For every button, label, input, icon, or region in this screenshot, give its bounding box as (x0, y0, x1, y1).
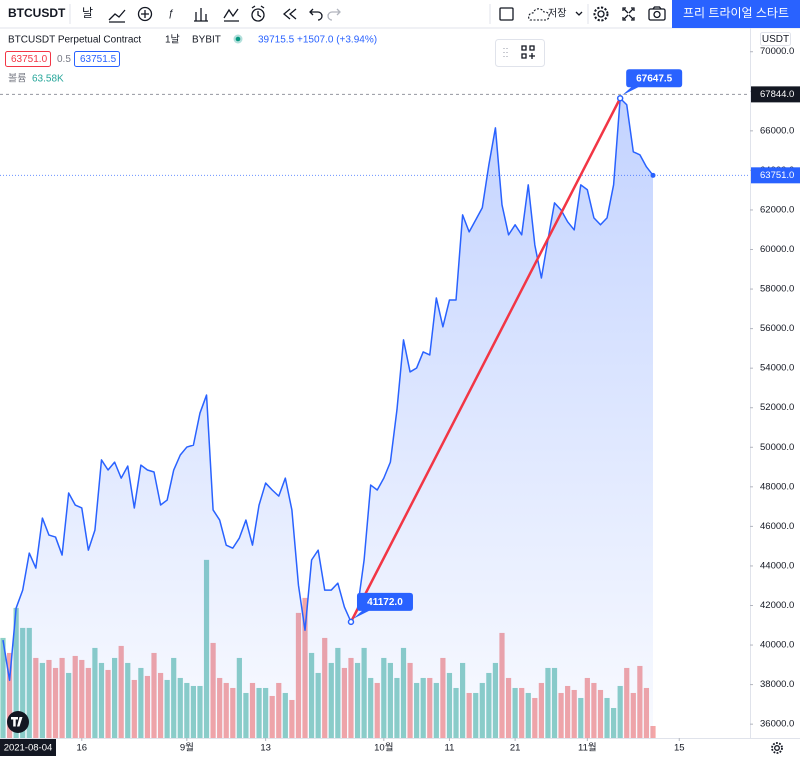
crosshair-price-label: 67844.0 (760, 89, 794, 100)
market-status-dot (235, 36, 241, 42)
y-tick-label: 56000.0 (760, 323, 794, 334)
currency-label: USDT (762, 34, 789, 45)
price-line (2, 97, 654, 681)
templates-button[interactable] (194, 8, 208, 22)
fullscreen-button[interactable] (622, 7, 635, 21)
y-tick-label: 38000.0 (760, 679, 794, 690)
crosshair-date-tag (0, 739, 56, 756)
y-tick-label: 40000.0 (760, 640, 794, 651)
y-tick-label: 58000.0 (760, 284, 794, 295)
trend-line (349, 97, 622, 624)
logo-bg (7, 711, 29, 733)
price-change: +1507.0 (+3.94%) (297, 35, 377, 46)
exchange-label: BYBIT (192, 35, 221, 46)
last-price-tag (751, 167, 800, 184)
y-tick-label: 42000.0 (760, 600, 794, 611)
crosshair-date-label: 2021-08-04 (4, 743, 53, 754)
x-tick-label: 10월 (374, 742, 393, 754)
object-tree-icon (521, 45, 535, 59)
price-area (3, 98, 653, 738)
ohlc-price: 39715.5 (258, 35, 295, 46)
widget-bg (495, 39, 545, 67)
redo-button (327, 8, 341, 21)
legend: BTCUSDT Perpetual Contract 1날 BYBIT 3971… (5, 34, 377, 85)
save-menu-arrow[interactable] (575, 11, 583, 16)
drag-handle (503, 48, 508, 57)
last-price-label: 63751.0 (760, 170, 794, 181)
interval-label: 1날 (165, 34, 180, 46)
toolbar-bg (0, 0, 800, 28)
symbol-button[interactable]: BTCUSDT (8, 6, 66, 20)
indicator-add-button[interactable] (137, 6, 153, 22)
alert-button[interactable] (251, 5, 265, 22)
logo-mark (11, 717, 23, 727)
y-tick-label: 66000.0 (760, 125, 794, 136)
y-tick-label: 46000.0 (760, 521, 794, 532)
plot-area (0, 95, 656, 738)
y-tick-label: 50000.0 (760, 442, 794, 453)
axis-settings-button[interactable] (771, 742, 783, 754)
settings-button[interactable] (593, 6, 609, 22)
x-tick-label: 9월 (180, 742, 194, 754)
x-tick-label: 21 (510, 743, 521, 754)
y-tick-label: 44000.0 (760, 560, 794, 571)
value-label: 67647.5 (636, 73, 673, 84)
chart-style-button[interactable] (108, 9, 126, 23)
trial-button-bg[interactable] (672, 0, 800, 28)
y-tick-label: 36000.0 (760, 719, 794, 730)
y-tick-label: 54000.0 (760, 363, 794, 374)
x-tick-label: 13 (260, 743, 271, 754)
spread: 0.5 (57, 54, 71, 65)
trend-anchor (347, 618, 355, 626)
y-tick-label: 52000.0 (760, 402, 794, 413)
floating-widget[interactable] (495, 39, 545, 67)
undo-button[interactable] (309, 8, 323, 21)
fullscreen-select-button[interactable] (499, 7, 514, 21)
value-label-box (622, 69, 683, 96)
cloud-save-button[interactable] (528, 8, 550, 21)
compare-button[interactable] (223, 8, 239, 22)
value-label: 41172.0 (367, 597, 403, 608)
y-tick-label: 70000.0 (760, 46, 794, 57)
toolbar: BTCUSDT 날 ƒ 저장 프리 트라이얼 스타트 (0, 0, 800, 29)
ask-price: 63751.5 (80, 54, 117, 65)
save-label[interactable]: 저장 (548, 8, 566, 20)
volume-label: 볼륨 (8, 73, 26, 85)
interval-button[interactable]: 날 (82, 6, 93, 20)
volume-bar (0, 637, 6, 738)
replay-button[interactable] (282, 8, 297, 20)
snapshot-button[interactable] (648, 6, 666, 21)
currency-box (760, 32, 791, 46)
crosshair-price-tag (751, 86, 800, 103)
trial-button[interactable]: 프리 트라이얼 스타트 (683, 6, 789, 20)
ask-box (74, 51, 120, 67)
y-tick-label: 60000.0 (760, 244, 794, 255)
x-tick-label: 16 (76, 743, 87, 754)
bid-price: 63751.0 (11, 54, 48, 65)
volume-value: 63.58K (32, 74, 64, 85)
y-tick-label: 48000.0 (760, 481, 794, 492)
tradingview-logo (7, 711, 29, 733)
x-tick-label: 11월 (578, 742, 597, 754)
y-tick-label: 62000.0 (760, 204, 794, 215)
indicators-button[interactable]: ƒ (168, 9, 174, 20)
last-point (650, 172, 656, 178)
fx-icon: ƒ (168, 9, 174, 20)
x-tick-label: 15 (674, 743, 685, 754)
x-tick-label: 11 (445, 743, 455, 754)
value-label-box (352, 592, 413, 619)
bid-box (5, 51, 51, 67)
trend-anchor (616, 95, 624, 102)
symbol-title: BTCUSDT Perpetual Contract (8, 35, 141, 46)
